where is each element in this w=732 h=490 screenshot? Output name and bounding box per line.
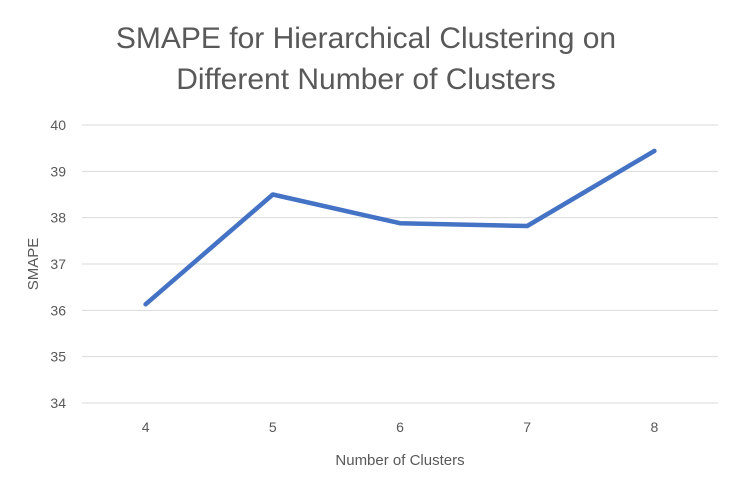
y-tick-label-39: 39 <box>50 163 66 179</box>
data-point-5 <box>270 192 275 197</box>
y-tick-label-38: 38 <box>50 210 66 226</box>
data-point-8 <box>652 148 657 153</box>
x-tick-label-7: 7 <box>523 419 531 435</box>
series-line-0 <box>143 148 657 307</box>
x-tick-label-6: 6 <box>396 419 404 435</box>
gridlines <box>82 124 718 404</box>
y-tick-label-34: 34 <box>50 395 66 411</box>
y-tick-label-37: 37 <box>50 256 66 272</box>
y-axis-tick-labels: 34 35 36 37 38 39 40 <box>50 117 66 411</box>
y-axis-title: SMAPE <box>25 238 42 291</box>
x-tick-label-4: 4 <box>142 419 150 435</box>
data-point-7 <box>525 224 530 229</box>
x-tick-label-8: 8 <box>651 419 659 435</box>
x-axis-title: Number of Clusters <box>335 452 464 469</box>
chart-title-line-1: SMAPE for Hierarchical Clustering on <box>116 22 616 55</box>
series-layer <box>143 148 657 307</box>
x-axis-tick-labels: 4 5 6 7 8 <box>142 419 659 435</box>
y-tick-label-35: 35 <box>50 349 66 365</box>
chart-title-line-2: Different Number of Clusters <box>176 63 556 96</box>
data-point-6 <box>398 221 402 226</box>
y-tick-label-40: 40 <box>50 117 66 133</box>
y-tick-label-36: 36 <box>50 302 66 318</box>
x-tick-label-5: 5 <box>269 419 277 435</box>
data-point-4 <box>143 302 148 307</box>
